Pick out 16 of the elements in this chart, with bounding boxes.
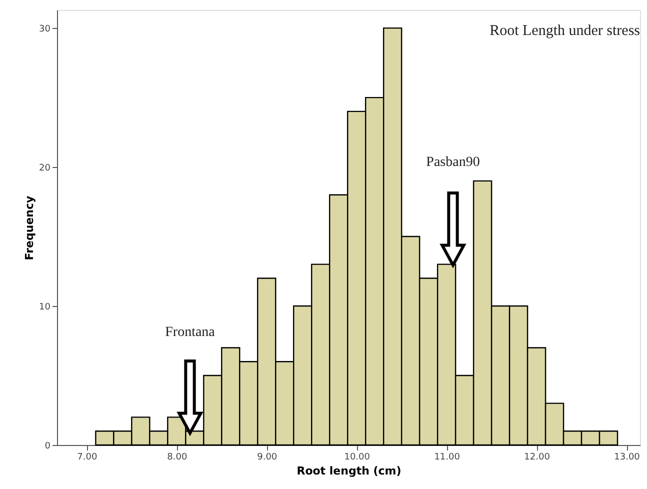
y-axis-title: Frequency [23, 196, 36, 260]
text: Root Length under stress [490, 23, 640, 39]
y-tick-label: 0 [44, 442, 51, 452]
x-tick-label: 11.00 [434, 452, 460, 462]
y-tick-label: 20 [39, 164, 51, 174]
annotation: Frontana [165, 325, 216, 340]
x-tick-label: 12.00 [524, 452, 550, 462]
y-tick-label: 10 [39, 302, 51, 313]
x-axis-title: Root length (cm) [296, 464, 402, 478]
x-tick-label: 10.00 [344, 452, 370, 462]
annotation: Pasban90 [426, 155, 480, 170]
x-tick-label: 7.00 [77, 452, 98, 462]
x-tick-label: 9.00 [257, 452, 278, 462]
y-tick-label: 30 [39, 24, 51, 35]
x-tick-label: 13.00 [614, 452, 640, 462]
x-tick-label: 8.00 [167, 452, 188, 462]
